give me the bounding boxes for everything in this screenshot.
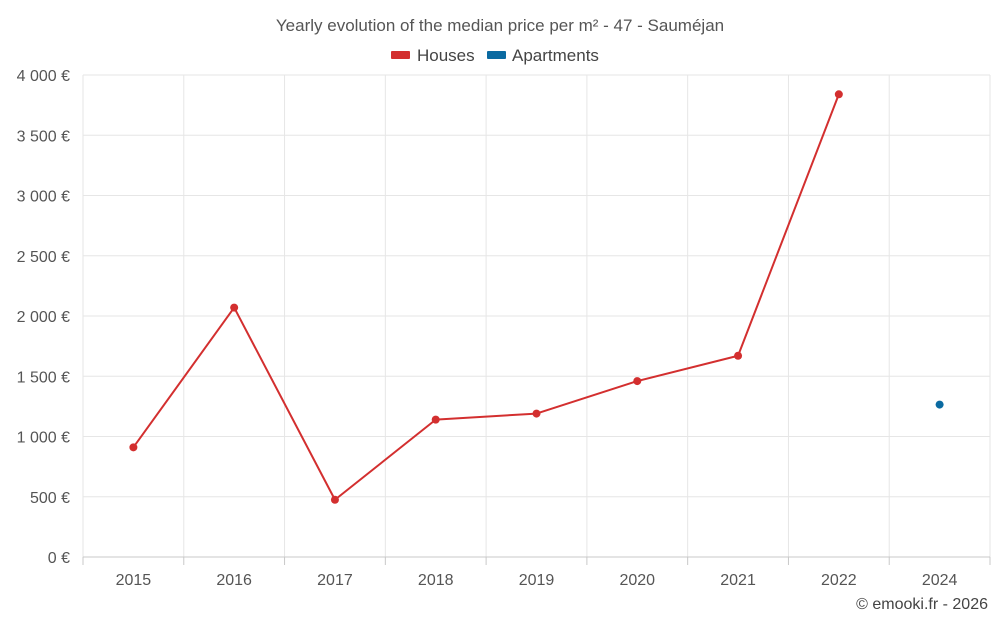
x-axis-labels: 2015 2016 2017 2018 2019 2020 2021 2022 2024 — [116, 572, 958, 589]
legend-label-apartments[interactable]: Apartments — [512, 46, 599, 65]
x-tick-label: 2021 — [720, 572, 756, 589]
series-houses — [129, 90, 843, 504]
data-point-houses-2015[interactable] — [129, 443, 138, 452]
y-tick-label: 3 500 € — [17, 128, 70, 145]
x-tick-label: 2022 — [821, 572, 857, 589]
legend-swatch-apartments — [487, 51, 506, 59]
y-tick-label: 2 500 € — [17, 249, 70, 266]
data-point-houses-2018[interactable] — [431, 415, 440, 424]
grid — [82, 74, 991, 557]
data-point-houses-2021[interactable] — [734, 351, 743, 360]
data-point-houses-2016[interactable] — [230, 303, 239, 312]
y-tick-label: 500 € — [30, 490, 70, 507]
x-tick-label: 2017 — [317, 572, 353, 589]
x-tick-label: 2024 — [922, 572, 958, 589]
series-apartments — [935, 400, 944, 409]
legend[interactable]: Houses Apartments — [391, 46, 599, 65]
data-point-apartments-2024[interactable] — [935, 400, 944, 409]
data-point-houses-2020[interactable] — [633, 377, 642, 386]
y-axis-labels: 0 € 500 € 1 000 € 1 500 € 2 000 € 2 500 € 3 00… — [17, 68, 70, 567]
y-tick-label: 4 000 € — [17, 68, 70, 85]
x-tick-label: 2018 — [418, 572, 454, 589]
x-tick-label: 2019 — [519, 572, 555, 589]
legend-swatch-houses — [391, 51, 410, 59]
x-tick-label: 2016 — [216, 572, 252, 589]
credit-text: © emooki.fr - 2026 — [856, 596, 988, 613]
data-point-houses-2019[interactable] — [532, 409, 541, 418]
axes — [82, 556, 991, 565]
data-point-houses-2017[interactable] — [330, 495, 339, 504]
y-tick-label: 1 000 € — [17, 430, 70, 447]
y-tick-label: 1 500 € — [17, 369, 70, 386]
series-line-houses — [132, 93, 840, 501]
x-tick-label: 2015 — [116, 572, 152, 589]
y-tick-label: 0 € — [48, 550, 70, 567]
series-layer — [129, 90, 944, 504]
chart-title: Yearly evolution of the median price per… — [276, 16, 724, 35]
data-point-houses-2022[interactable] — [834, 90, 843, 99]
legend-label-houses[interactable]: Houses — [417, 46, 475, 65]
y-tick-label: 2 000 € — [17, 309, 70, 326]
x-tick-label: 2020 — [619, 572, 655, 589]
y-tick-label: 3 000 € — [17, 189, 70, 206]
